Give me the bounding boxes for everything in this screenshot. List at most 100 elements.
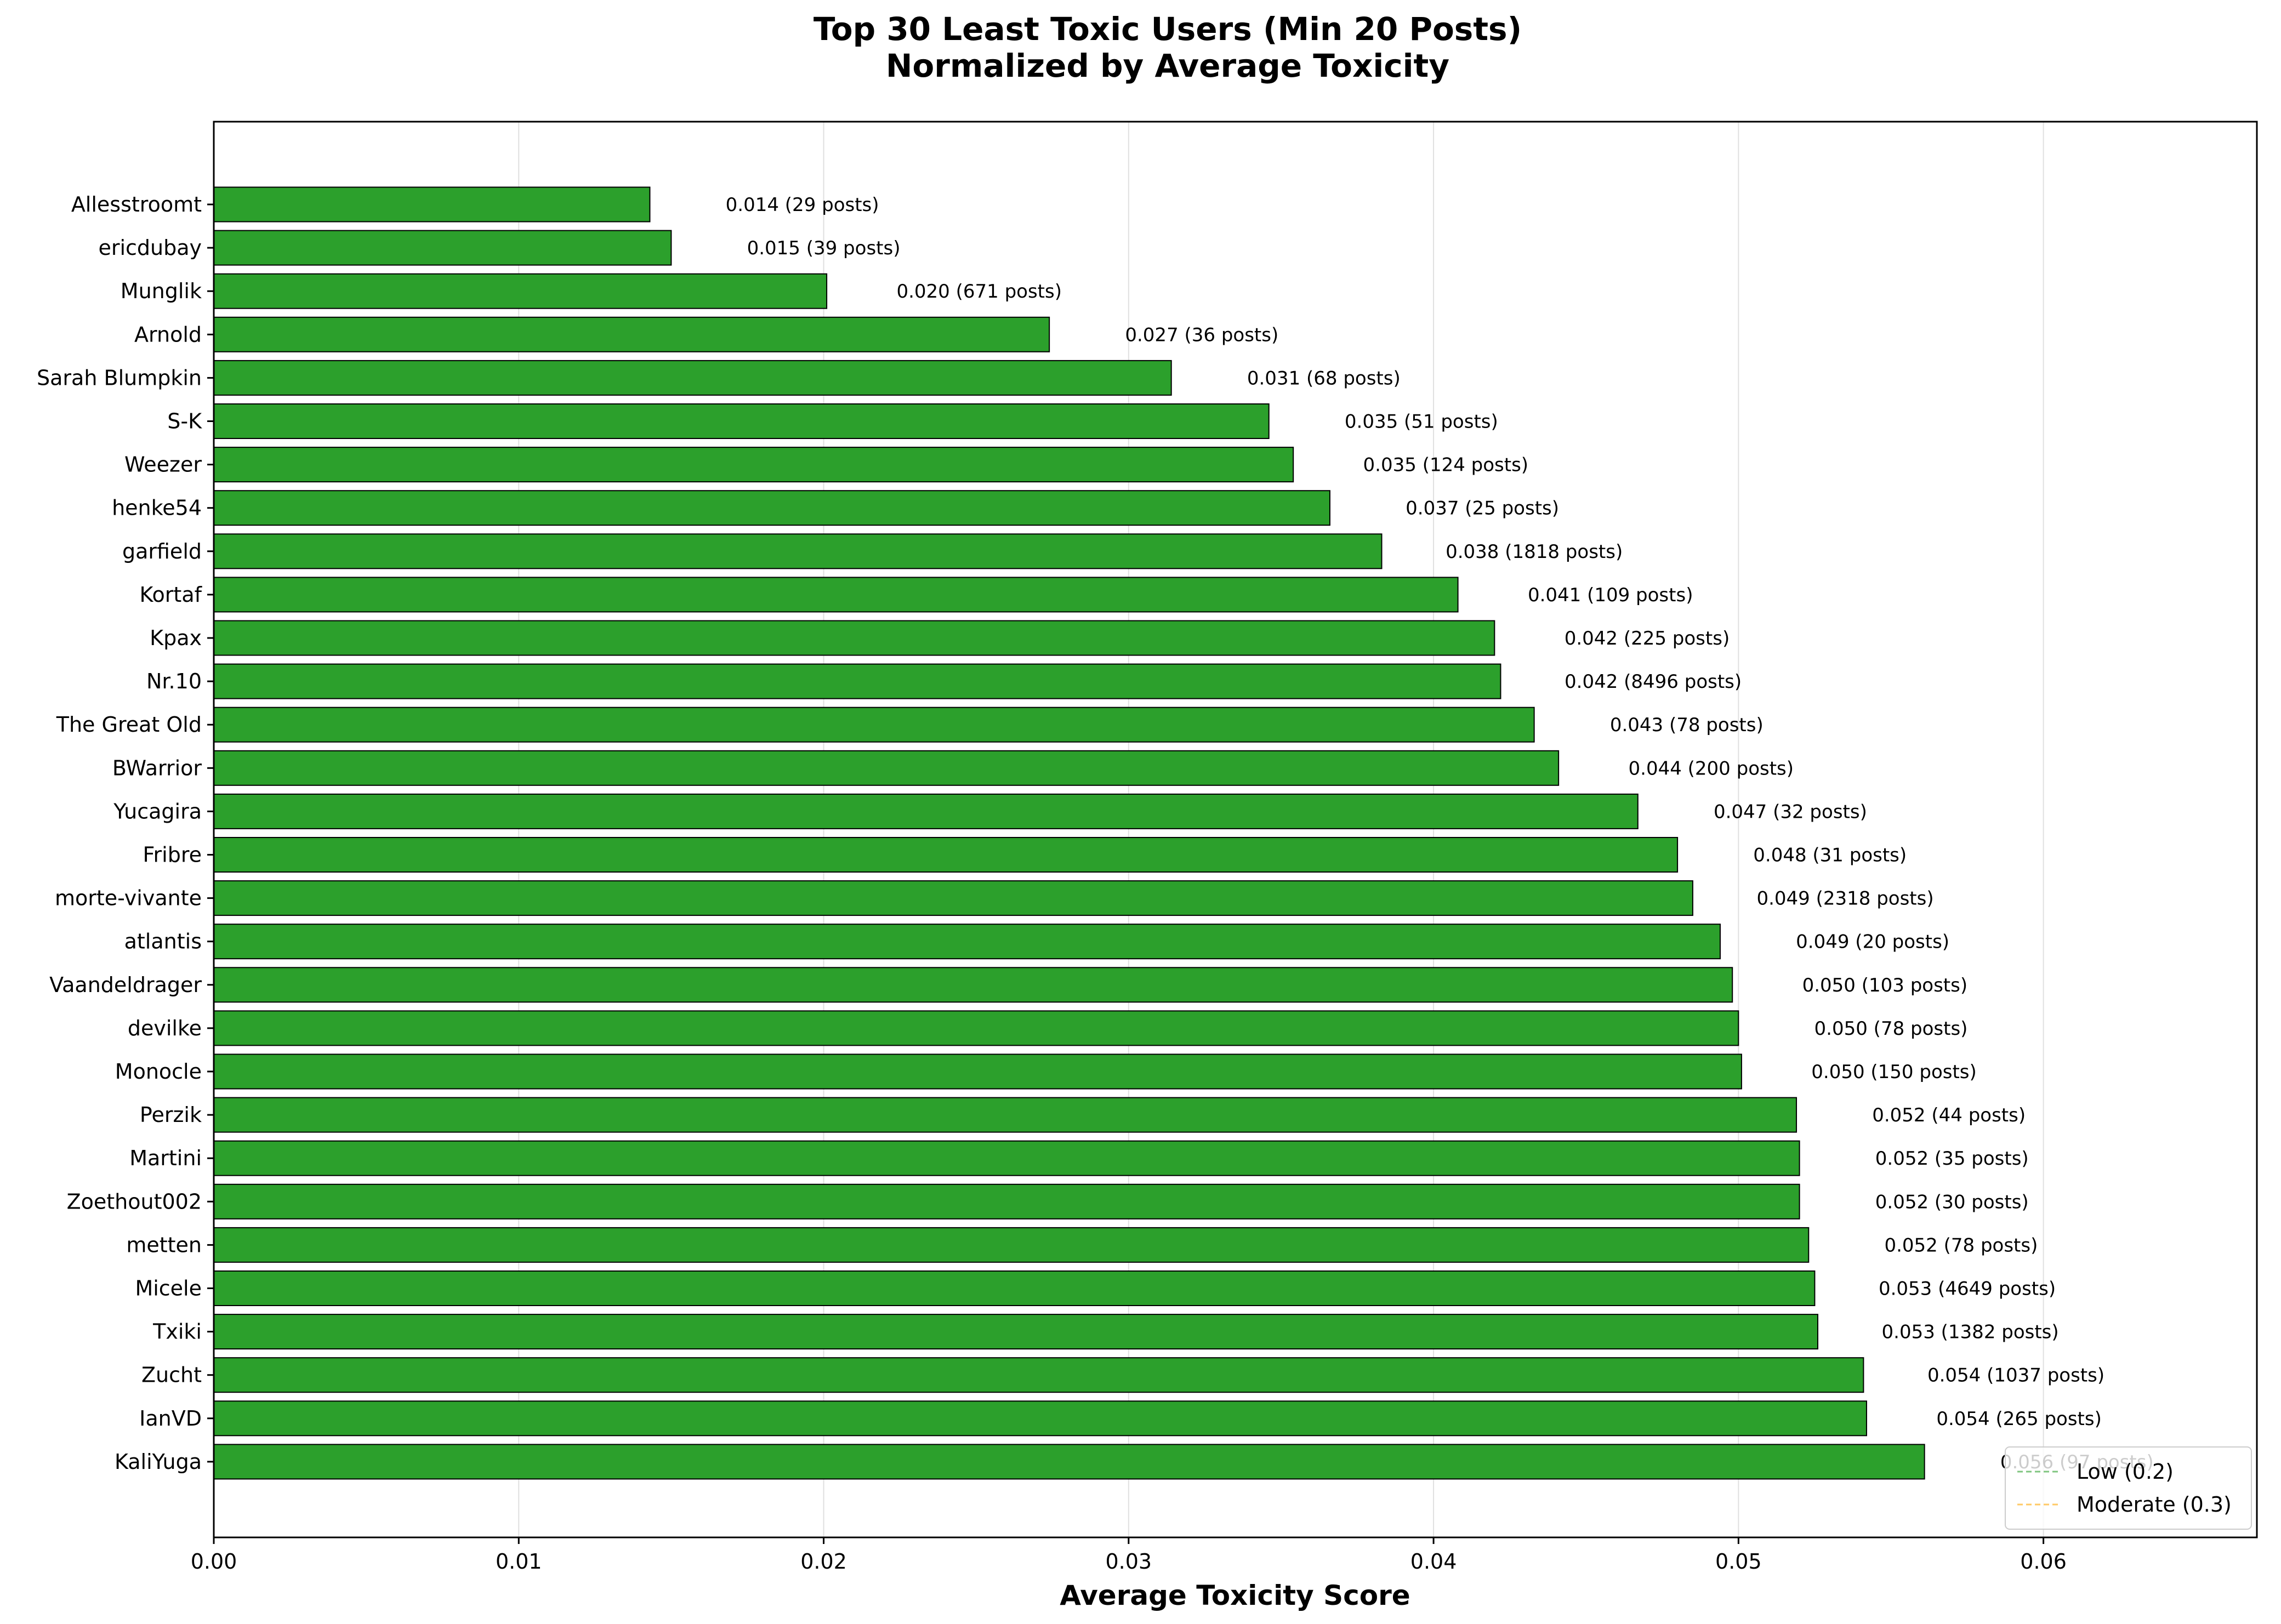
data-label: 0.043 (78 posts) (1610, 714, 1764, 736)
y-tick-label: KaliYuga (115, 1450, 202, 1474)
bar (213, 1053, 1742, 1090)
bar (213, 490, 1330, 526)
legend-label: Moderate (0.3) (2077, 1492, 2232, 1517)
data-label: 0.014 (29 posts) (726, 194, 879, 216)
data-label: 0.035 (124 posts) (1363, 454, 1529, 476)
bar (213, 837, 1679, 873)
data-label: 0.052 (30 posts) (1875, 1191, 2029, 1213)
bar (213, 1444, 1925, 1480)
data-label: 0.027 (36 posts) (1125, 324, 1278, 346)
y-tick-label: metten (126, 1233, 202, 1257)
bar (213, 360, 1172, 396)
data-label: 0.052 (35 posts) (1875, 1148, 2029, 1170)
x-tick-label: 0.05 (1715, 1549, 1762, 1574)
data-label: 0.037 (25 posts) (1406, 498, 1559, 520)
bar (213, 403, 1270, 439)
bar (213, 1314, 1818, 1350)
x-tick-label: 0.06 (2020, 1549, 2067, 1574)
y-tick-label: Weezer (124, 453, 202, 477)
data-label: 0.053 (1382 posts) (1882, 1321, 2059, 1343)
bar (213, 1010, 1739, 1046)
bar (213, 1357, 1864, 1393)
y-tick-label: Martini (129, 1146, 202, 1170)
data-label: 0.054 (265 posts) (1936, 1408, 2102, 1430)
y-tick-label: atlantis (124, 930, 202, 954)
bar (213, 706, 1535, 743)
bar (213, 1270, 1816, 1306)
data-label: 0.041 (109 posts) (1528, 584, 1693, 606)
x-axis-ticks: 0.00 0.01 0.02 0.03 0.04 0.05 0.06 (191, 1537, 2067, 1574)
y-tick-label: BWarrior (112, 756, 202, 780)
x-tick-label: 0.03 (1106, 1549, 1152, 1574)
bar (213, 880, 1693, 916)
legend: Low (0.2) Moderate (0.3) (2005, 1446, 2252, 1530)
y-tick-label: Arnold (134, 322, 202, 346)
bar (213, 793, 1639, 829)
y-tick-label: Zucht (141, 1363, 202, 1387)
data-label: 0.049 (2318 posts) (1756, 888, 1933, 910)
x-tick-label: 0.00 (191, 1549, 237, 1574)
bar (213, 924, 1721, 960)
bar (213, 1183, 1800, 1220)
data-label: 0.038 (1818 posts) (1446, 541, 1623, 563)
data-label: 0.049 (20 posts) (1796, 931, 1949, 953)
y-tick-label: Txiki (152, 1320, 202, 1344)
y-tick-label: Zoethout002 (67, 1189, 202, 1213)
bar (213, 533, 1383, 569)
chart-subtitle: Normalized by Average Toxicity (886, 47, 1449, 84)
x-tick-label: 0.04 (1410, 1549, 1457, 1574)
x-tick-label: 0.01 (496, 1549, 542, 1574)
y-axis-ticks: Allesstroomt ericdubay Munglik Arnold Sarah … (37, 192, 214, 1474)
data-label: 0.052 (78 posts) (1884, 1234, 2038, 1256)
data-label: 0.031 (68 posts) (1247, 367, 1401, 389)
y-tick-label: Fribre (143, 843, 202, 867)
y-tick-label: ericdubay (98, 236, 202, 260)
data-label: 0.015 (39 posts) (747, 237, 901, 259)
x-tick-label: 0.02 (800, 1549, 847, 1574)
plot-frame (213, 121, 2258, 1538)
data-label: 0.047 (32 posts) (1714, 801, 1867, 823)
y-tick-label: Yucagira (113, 799, 202, 823)
y-tick-label: Monocle (115, 1059, 202, 1084)
y-tick-label: Micele (135, 1277, 202, 1301)
y-tick-label: Kortaf (140, 583, 203, 607)
bar (213, 1097, 1798, 1133)
data-label: 0.035 (51 posts) (1345, 411, 1498, 433)
bars-group (213, 186, 1925, 1480)
y-tick-label: devilke (128, 1016, 202, 1040)
data-label: 0.042 (8496 posts) (1565, 671, 1742, 693)
y-tick-label: Perzik (140, 1103, 202, 1127)
y-tick-label: S-K (167, 409, 202, 434)
y-tick-label: The Great Old (56, 713, 202, 737)
bar (213, 663, 1501, 699)
y-tick-label: Kpax (150, 626, 202, 650)
y-tick-label: henke54 (112, 496, 202, 520)
y-tick-label: garfield (122, 539, 202, 563)
bar (213, 1400, 1867, 1437)
data-label: 0.052 (44 posts) (1872, 1104, 2026, 1126)
bar (213, 1227, 1810, 1263)
y-tick-label: morte-vivante (55, 886, 202, 910)
data-label: 0.048 (31 posts) (1753, 845, 1907, 867)
data-label: 0.050 (103 posts) (1802, 975, 1968, 996)
y-tick-label: Nr.10 (146, 669, 202, 693)
bar (213, 750, 1560, 786)
legend-box (2005, 1446, 2252, 1530)
legend-label: Low (0.2) (2077, 1460, 2174, 1484)
y-tick-label: Vaandeldrager (49, 973, 202, 997)
bar (213, 230, 672, 266)
y-tick-label: Munglik (121, 279, 202, 303)
bar (213, 577, 1459, 613)
data-label: 0.050 (150 posts) (1811, 1061, 1977, 1083)
bar (213, 186, 651, 223)
y-tick-label: Sarah Blumpkin (37, 366, 202, 390)
bar (213, 967, 1733, 1003)
bar (213, 1140, 1800, 1176)
data-label: 0.050 (78 posts) (1814, 1018, 1968, 1040)
bar (213, 620, 1495, 656)
data-label: 0.054 (1037 posts) (1927, 1365, 2104, 1387)
data-label: 0.044 (200 posts) (1629, 757, 1794, 779)
y-tick-label: Allesstroomt (71, 192, 202, 216)
y-tick-label: IanVD (139, 1406, 202, 1431)
